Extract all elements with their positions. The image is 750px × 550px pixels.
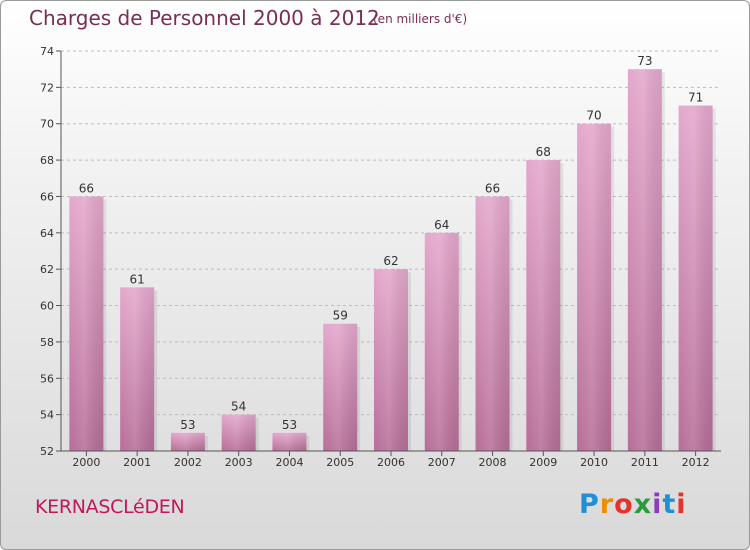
y-tick-label: 66 <box>40 190 54 203</box>
bar-value-label: 64 <box>434 218 449 232</box>
bar-highlight <box>69 196 104 451</box>
logo-letter: r <box>599 489 615 520</box>
x-tick-label: 2004 <box>275 456 303 469</box>
bar-highlight <box>678 105 713 451</box>
y-tick-label: 70 <box>40 118 54 131</box>
chart-title: Charges de Personnel 2000 à 2012 <box>29 6 380 30</box>
bar-value-label: 66 <box>485 181 500 195</box>
chart-subtitle: (en milliers d'€) <box>373 12 468 26</box>
y-tick-label: 62 <box>40 263 54 276</box>
y-tick-label: 64 <box>40 227 54 240</box>
bars <box>69 69 716 452</box>
commune-name: KERNASCLéDEN <box>35 496 185 518</box>
bar-highlight <box>120 287 155 451</box>
bar-highlight <box>627 69 662 451</box>
y-tick-label: 72 <box>40 81 54 94</box>
y-tick-label: 56 <box>40 372 54 385</box>
logo-letter: i <box>676 489 687 520</box>
x-tick-label: 2008 <box>479 456 507 469</box>
x-tick-label: 2006 <box>377 456 405 469</box>
labels: 52 54 56 58 60 62 64 66 68 70 72 74 66 2000 61 2001 53 20… <box>40 45 710 469</box>
proxiti-logo: Proxiti <box>579 489 687 520</box>
bar-value-label: 59 <box>333 309 348 323</box>
y-tick-label: 68 <box>40 154 54 167</box>
x-tick-label: 2010 <box>580 456 608 469</box>
x-tick-label: 2005 <box>326 456 354 469</box>
bar-value-label: 71 <box>688 91 703 105</box>
x-tick-label: 2007 <box>428 456 456 469</box>
x-tick-label: 2001 <box>123 456 151 469</box>
bar-highlight <box>170 432 205 451</box>
x-tick-label: 2000 <box>72 456 100 469</box>
bar-highlight <box>272 432 307 451</box>
logo-letter: P <box>579 489 600 520</box>
bar-highlight <box>323 323 358 451</box>
axes <box>56 50 721 456</box>
bar-value-label: 53 <box>282 418 297 432</box>
bar-highlight <box>374 269 408 451</box>
x-tick-label: 2002 <box>174 456 202 469</box>
y-tick-label: 74 <box>40 45 54 58</box>
bar-highlight <box>475 196 510 451</box>
bar-highlight <box>424 232 459 451</box>
logo-letter: x <box>633 489 653 520</box>
bar-value-label: 68 <box>536 145 551 159</box>
bar-value-label: 70 <box>586 109 601 123</box>
bar-highlight <box>526 160 561 451</box>
y-tick-label: 58 <box>40 336 54 349</box>
y-tick-label: 52 <box>40 445 54 458</box>
x-tick-label: 2011 <box>631 456 659 469</box>
y-tick-label: 54 <box>40 409 54 422</box>
bar-value-label: 73 <box>637 54 652 68</box>
logo-letter: i <box>652 489 663 520</box>
logo-letter: t <box>662 489 677 520</box>
x-tick-label: 2009 <box>529 456 557 469</box>
x-tick-label: 2012 <box>682 456 710 469</box>
bar-highlight <box>221 414 256 451</box>
bar-value-label: 53 <box>180 418 195 432</box>
bar-value-label: 54 <box>231 400 246 414</box>
bar-value-label: 66 <box>79 181 94 195</box>
bar-highlight <box>577 123 612 452</box>
x-tick-label: 2003 <box>225 456 253 469</box>
bar-value-label: 62 <box>383 254 398 268</box>
logo-letter: o <box>614 489 634 520</box>
bar-value-label: 61 <box>130 272 145 286</box>
y-tick-label: 60 <box>40 300 54 313</box>
